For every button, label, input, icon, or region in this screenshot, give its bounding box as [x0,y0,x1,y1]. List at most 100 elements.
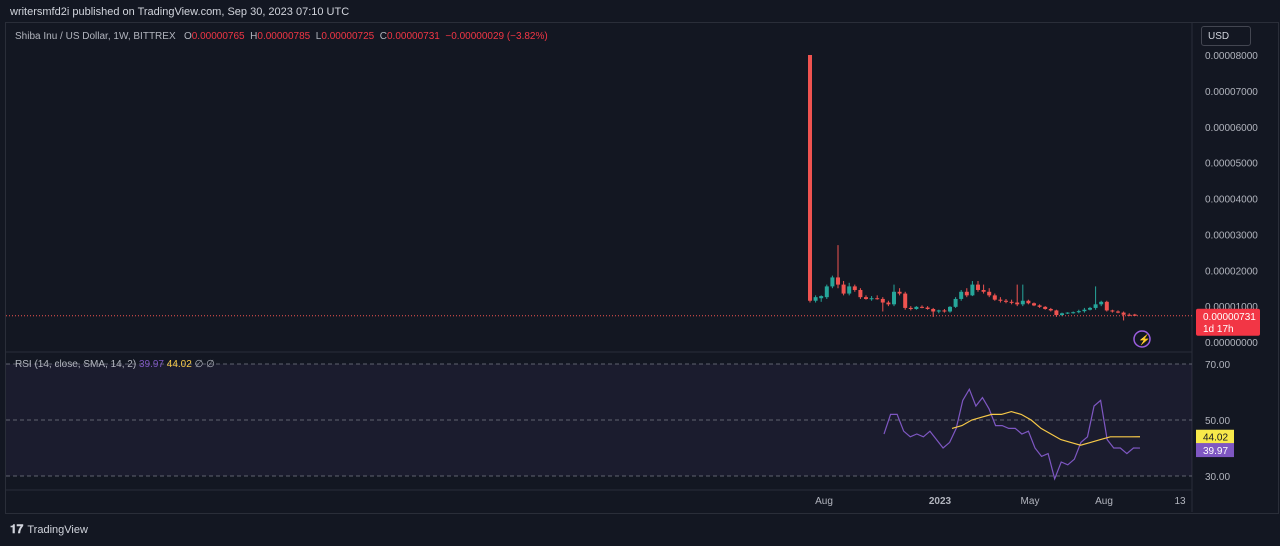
candle-body [1099,301,1104,305]
price-tick-label: 0.00004000 [1205,195,1258,206]
price-tick-label: 0.00003000 [1205,230,1258,241]
rsi-tick-label: 50.00 [1205,416,1230,427]
candle-body [964,291,969,296]
candle-body [1048,308,1053,311]
candle-body [953,298,958,307]
rsi-sma-badge-label: 44.02 [1203,433,1228,444]
tradingview-logo[interactable]: 𝟏𝟕 TradingView [10,522,88,536]
candle-body [998,299,1003,301]
price-tick-label: 0.00002000 [1205,266,1258,277]
candle-body [836,277,840,285]
lightning-glyph: ⚡ [1138,333,1150,346]
candle-body [981,289,986,292]
candle-body [959,291,964,299]
candle-body [880,298,885,303]
candle-body [976,284,980,290]
candle-body [824,286,829,298]
publisher-line: writersmfd2i published on TradingView.co… [10,6,350,18]
candle-body [813,297,818,301]
candle-body [1127,314,1132,316]
candle-body [987,291,992,296]
time-tick-label: May [1021,496,1040,507]
price-tick-label: 0.00000000 [1205,338,1258,349]
candle-body [992,295,997,300]
rsi-title: RSI (14, close, SMA, 14, 2) [15,359,137,370]
symbol-legend: Shiba Inu / US Dollar, 1W, BITTREX O0.00… [15,31,548,42]
rsi-legend: RSI (14, close, SMA, 14, 2) 39.97 44.02 … [15,359,215,370]
candle-body [1032,303,1036,306]
rsi-sma-badge [1196,429,1234,444]
change-value: −0.00000029 (−3.82%) [445,31,548,42]
time-tick-label: Aug [1095,496,1113,507]
open-value: 0.00000765 [191,31,245,42]
candle-body [1043,306,1048,309]
candle-body [1071,312,1076,314]
candle-body [858,289,863,298]
candle-body [948,306,952,312]
candle-body [1054,310,1059,316]
rsi-badge [1196,443,1234,458]
candle-body [1088,307,1092,310]
time-tick-label: 2023 [929,496,952,507]
price-tick-label: 0.00001000 [1205,302,1258,313]
candle-body [925,307,930,309]
candle-body [1065,312,1070,314]
candle-body [903,293,908,308]
candle-body [1104,301,1109,311]
candle-body [819,296,824,299]
candle-body [875,298,880,300]
candle-body [1037,305,1042,307]
candle-body [808,55,812,301]
candle-body [936,310,941,312]
candle-body [1009,301,1014,303]
candle-body [1060,313,1064,316]
price-tick-label: 0.00006000 [1205,123,1258,134]
rsi-sma-value: 44.02 [166,359,192,370]
candle-body [886,302,891,305]
candle-body [931,308,936,312]
candle-body [864,297,868,299]
candle-body [1004,300,1008,302]
rsi-tick-label: 30.00 [1205,472,1230,483]
price-tick-label: 0.00008000 [1205,51,1258,62]
last-price-label: 0.00000731 [1203,312,1256,323]
close-value: 0.00000731 [387,31,440,42]
last-price-badge [1196,308,1260,336]
countdown-label: 1d 17h [1203,324,1234,335]
candle-body [1026,300,1031,304]
rsi-badge-label: 39.97 [1203,446,1228,457]
price-tick-label: 0.00005000 [1205,159,1258,170]
high-value: 0.00000785 [257,31,311,42]
symbol-title: Shiba Inu / US Dollar, 1W, BITTREX [15,31,176,42]
candle-body [1076,311,1081,313]
candle-body [908,307,913,309]
candle-body [1093,304,1098,308]
currency-button[interactable]: USD [1201,26,1251,46]
time-tick-label: Aug [815,496,833,507]
rsi-line [883,387,1141,481]
rsi-tick-label: 70.00 [1205,360,1230,371]
candle-body [869,298,874,300]
candle-body [841,284,846,294]
time-tick-label: 13 [1174,496,1186,507]
price-tick-label: 0.00007000 [1205,87,1258,98]
candle-body [852,286,857,290]
candle-body [1082,309,1087,312]
rsi-sma-line [951,410,1141,446]
candle-body [970,284,975,296]
candle-body [1116,311,1120,313]
tv-logo-icon: 𝟏𝟕 [10,522,24,536]
chart-frame[interactable] [5,22,1279,514]
lightning-icon [1133,330,1151,348]
candle-body [847,286,852,294]
candle-body [897,291,902,294]
candle-body [1132,314,1137,316]
low-value: 0.00000725 [321,31,375,42]
candle-body [830,277,835,287]
candle-body [1110,310,1115,312]
candle-body [914,306,919,309]
candle-body [942,310,947,312]
rsi-value: 39.97 [138,359,164,370]
candle-body [892,291,896,305]
